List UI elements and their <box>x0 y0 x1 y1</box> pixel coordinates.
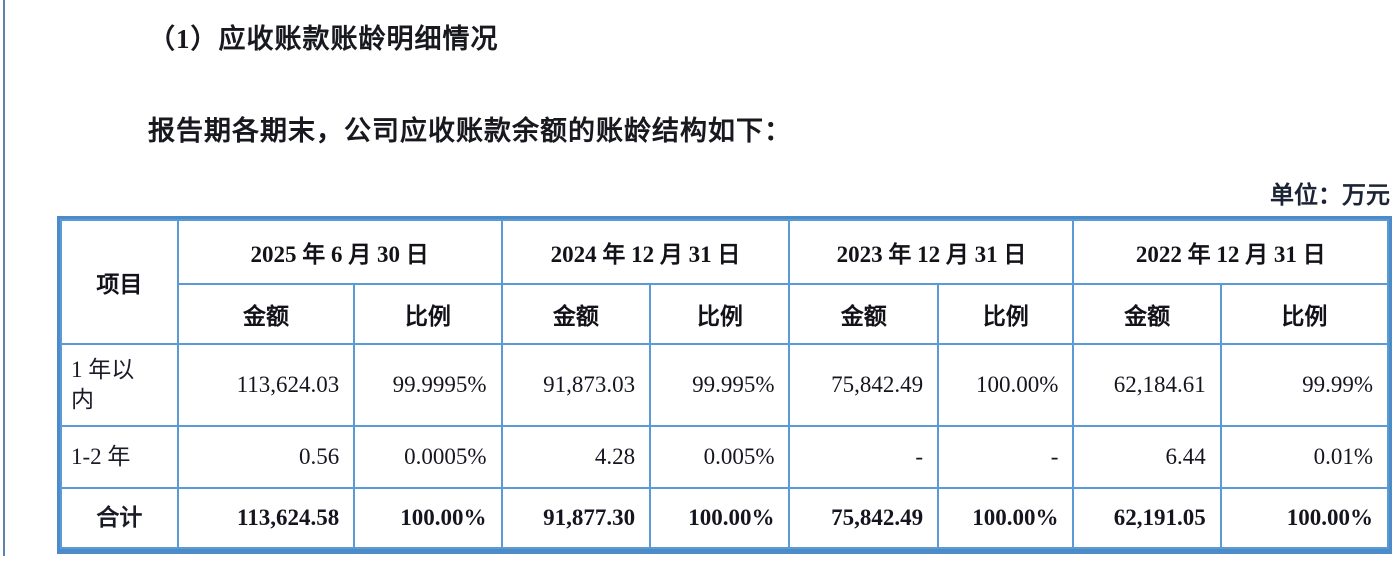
col-header-date-2024: 2024 年 12 月 31 日 <box>500 219 791 285</box>
subheader-amount-2024: 金额 <box>500 283 652 345</box>
receivables-aging-table: 项目 2025 年 6 月 30 日 2024 年 12 月 31 日 2023… <box>60 219 1390 549</box>
amount-cell: 75,842.49 <box>788 487 940 549</box>
subheader-amount-2022: 金额 <box>1072 283 1222 345</box>
col-header-date-2025: 2025 年 6 月 30 日 <box>176 219 503 285</box>
ratio-cell: 99.9995% <box>353 343 503 427</box>
subheader-amount-2025: 金额 <box>176 283 356 345</box>
row-label: 1 年以 内 <box>60 343 179 427</box>
col-header-item: 项目 <box>60 219 179 345</box>
ratio-cell: 99.995% <box>649 343 791 427</box>
subheader-ratio-2023: 比例 <box>937 283 1075 345</box>
col-header-date-2023: 2023 年 12 月 31 日 <box>788 219 1075 285</box>
ratio-cell: 100.00% <box>937 343 1075 427</box>
ratio-cell: 99.99% <box>1219 343 1390 427</box>
table-row-within-1-year: 1 年以 内 113,624.03 99.9995% 91,873.03 99.… <box>60 343 1390 427</box>
table-row-1-2-years: 1-2 年 0.56 0.0005% 4.28 0.005% - - 6.44 … <box>60 425 1390 489</box>
amount-cell: 62,191.05 <box>1072 487 1222 549</box>
ratio-cell: 100.00% <box>937 487 1075 549</box>
amount-cell: 62,184.61 <box>1072 343 1222 427</box>
aging-table-frame: 项目 2025 年 6 月 30 日 2024 年 12 月 31 日 2023… <box>57 216 1392 554</box>
ratio-cell: 0.0005% <box>353 425 503 489</box>
amount-cell: 75,842.49 <box>788 343 940 427</box>
subheader-ratio-2025: 比例 <box>353 283 503 345</box>
ratio-cell: 100.00% <box>1219 487 1390 549</box>
section-heading: （1）应收账款账龄明细情况 <box>148 24 499 54</box>
table-row-total: 合计 113,624.58 100.00% 91,877.30 100.00% … <box>60 487 1390 549</box>
row-label: 1-2 年 <box>60 425 179 489</box>
row-label-total: 合计 <box>60 487 179 549</box>
amount-cell: 0.56 <box>176 425 356 489</box>
ratio-cell: - <box>937 425 1075 489</box>
subheader-ratio-2024: 比例 <box>649 283 791 345</box>
intro-text: 报告期各期末，公司应收账款余额的账龄结构如下： <box>148 116 792 146</box>
page-edge-line <box>3 0 5 556</box>
unit-note: 单位：万元 <box>1270 183 1390 209</box>
ratio-cell: 0.005% <box>649 425 791 489</box>
amount-cell: 91,873.03 <box>500 343 652 427</box>
document-content: （1）应收账款账龄明细情况 报告期各期末，公司应收账款余额的账龄结构如下： 单位… <box>57 17 1392 554</box>
subheader-ratio-2022: 比例 <box>1219 283 1390 345</box>
amount-cell: 4.28 <box>500 425 652 489</box>
amount-cell: - <box>788 425 940 489</box>
col-header-date-2022: 2022 年 12 月 31 日 <box>1072 219 1389 285</box>
ratio-cell: 100.00% <box>649 487 791 549</box>
amount-cell: 6.44 <box>1072 425 1222 489</box>
amount-cell: 113,624.03 <box>176 343 356 427</box>
amount-cell: 113,624.58 <box>176 487 356 549</box>
subheader-amount-2023: 金额 <box>788 283 940 345</box>
amount-cell: 91,877.30 <box>500 487 652 549</box>
ratio-cell: 0.01% <box>1219 425 1390 489</box>
ratio-cell: 100.00% <box>353 487 503 549</box>
